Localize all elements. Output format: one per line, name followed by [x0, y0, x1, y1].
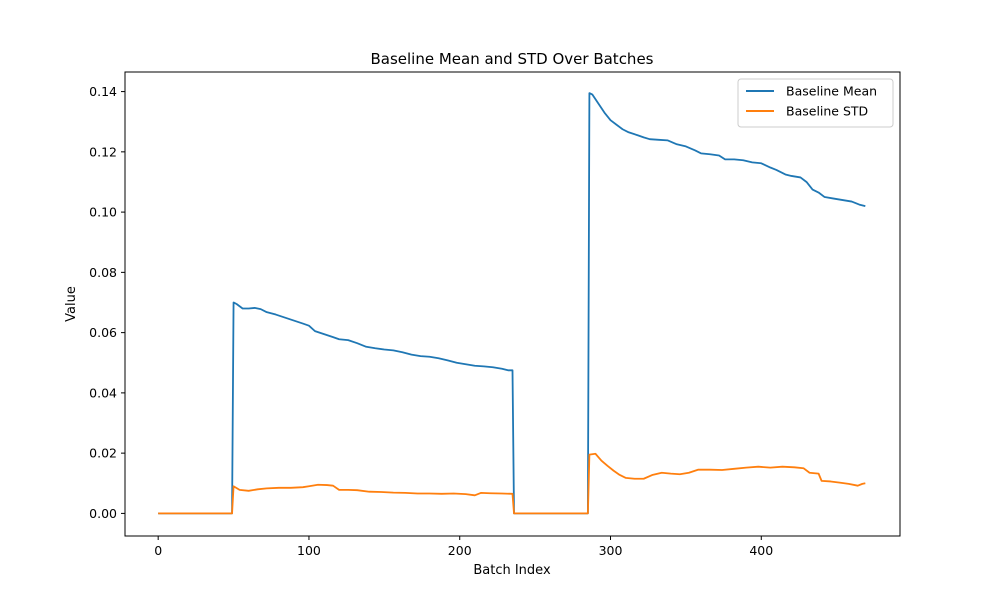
y-axis-ticks: 0.00 0.02 0.04 0.06 0.08 0.10 0.12 0.14	[89, 84, 125, 521]
y-tick-label: 0.08	[89, 265, 117, 280]
y-tick-label: 0.00	[89, 506, 117, 521]
chart-title: Baseline Mean and STD Over Batches	[370, 50, 653, 68]
series-line-baseline-std	[158, 452, 866, 515]
legend: Baseline Mean Baseline STD	[737, 78, 894, 128]
series-layer	[158, 92, 866, 515]
x-tick-label: 200	[448, 543, 472, 558]
legend-label-baseline-mean: Baseline Mean	[786, 84, 877, 99]
y-tick-label: 0.02	[89, 446, 117, 461]
y-tick-label: 0.10	[89, 205, 117, 220]
axes-frame	[124, 71, 901, 537]
y-tick-label: 0.12	[89, 144, 117, 159]
x-tick-label: 100	[297, 543, 321, 558]
y-axis-label: Value	[64, 286, 79, 322]
legend-box	[737, 78, 894, 128]
x-tick-label: 400	[749, 543, 773, 558]
y-tick-label: 0.14	[89, 84, 117, 99]
x-tick-label: 0	[154, 543, 162, 558]
x-tick-label: 300	[599, 543, 623, 558]
x-axis-label: Batch Index	[473, 563, 551, 578]
legend-label-baseline-std: Baseline STD	[786, 104, 868, 119]
y-tick-label: 0.04	[89, 385, 117, 400]
x-axis-ticks: 0 100 200 300 400	[154, 536, 773, 558]
y-tick-label: 0.06	[89, 325, 117, 340]
plot-area	[124, 71, 901, 537]
